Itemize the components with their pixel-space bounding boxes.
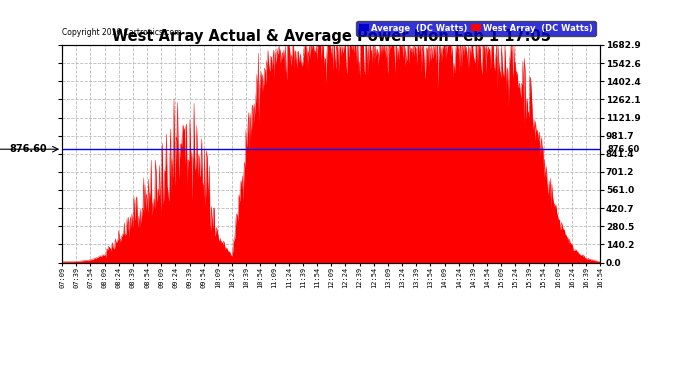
Text: 876.60: 876.60 <box>607 145 640 154</box>
Text: Copyright 2016 Cartronics.com: Copyright 2016 Cartronics.com <box>62 28 181 37</box>
Legend: Average  (DC Watts), West Array  (DC Watts): Average (DC Watts), West Array (DC Watts… <box>356 21 596 36</box>
Text: 876.60: 876.60 <box>10 144 47 154</box>
Title: West Array Actual & Average Power Mon Feb 1 17:05: West Array Actual & Average Power Mon Fe… <box>112 29 551 44</box>
